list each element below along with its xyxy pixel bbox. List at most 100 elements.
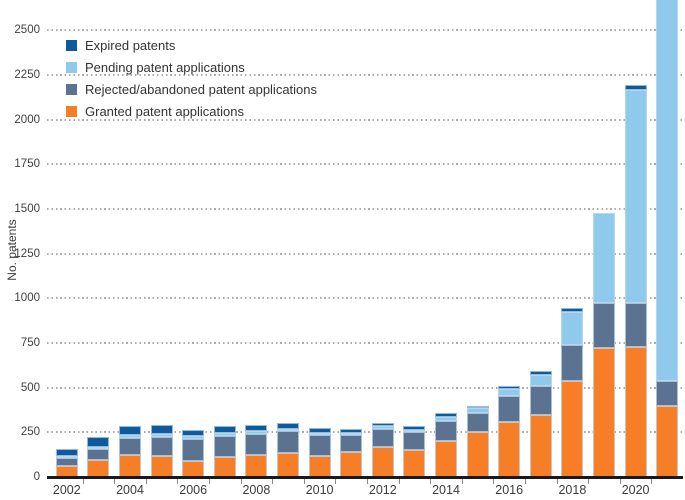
legend-label: Expired patents	[85, 38, 176, 53]
legend-label: Pending patent applications	[85, 60, 245, 75]
segment-2010-expired	[308, 428, 331, 434]
segment-2009-pending	[277, 428, 299, 432]
segment-2003-expired	[87, 436, 110, 447]
segment-2005-rejected/abandoned	[150, 436, 173, 456]
segment-2016-expired	[498, 385, 521, 389]
x-tick-mark	[209, 479, 210, 484]
x-axis-tick-labels: 2002 2004 2006 2008 2010 2012 2014 2016 2018 2020	[47, 483, 683, 499]
legend-label: Granted patent applications	[85, 104, 244, 119]
x-tick-label-2018: 2018	[558, 483, 587, 497]
x-tick-label-2002: 2002	[52, 483, 81, 497]
segment-2009-granted	[277, 452, 299, 477]
y-tick-label-2000: 2000	[14, 113, 40, 126]
gridline-y-250	[47, 431, 683, 434]
x-tick-mark	[82, 479, 84, 484]
segment-2010-rejected/abandoned	[308, 435, 331, 456]
segment-2018-granted	[561, 380, 584, 477]
y-tick-label-1500: 1500	[14, 203, 40, 216]
segment-2019-pending	[593, 212, 615, 303]
gridline-y-1750	[47, 163, 683, 166]
bar-2009	[277, 423, 299, 477]
legend-swatch-icon	[66, 84, 77, 95]
x-tick-label-2014: 2014	[432, 483, 460, 497]
segment-2011-rejected/abandoned	[340, 434, 363, 452]
x-axis-tick-marks	[47, 479, 683, 485]
segment-2019-granted	[593, 348, 615, 477]
bar-2013	[403, 425, 426, 477]
gridline-y-2250	[47, 74, 683, 77]
x-tick-label-2010: 2010	[305, 483, 334, 497]
segment-2016-granted	[498, 421, 521, 477]
segment-2021-granted	[656, 406, 679, 477]
x-tick-mark	[525, 479, 526, 484]
legend-label: Rejected/abandoned patent applications	[85, 82, 318, 97]
bar-2002	[55, 449, 78, 477]
segment-2005-granted	[150, 455, 173, 477]
segment-2004-granted	[119, 454, 141, 477]
bar-2017	[529, 370, 552, 477]
segment-2004-rejected/abandoned	[119, 437, 141, 455]
segment-2013-pending	[403, 429, 426, 433]
segment-2019-rejected/abandoned	[593, 302, 615, 349]
bar-2014	[435, 412, 457, 477]
x-tick-mark	[145, 479, 147, 484]
x-tick-label-2004: 2004	[116, 483, 144, 497]
segment-2003-pending	[87, 446, 110, 449]
segment-2007-rejected/abandoned	[213, 435, 236, 458]
segment-2012-expired	[371, 423, 394, 427]
segment-2018-pending	[561, 311, 584, 345]
segment-2018-rejected/abandoned	[561, 344, 584, 381]
bar-2004	[119, 426, 141, 477]
x-tick-mark	[335, 479, 337, 484]
segment-2012-granted	[371, 447, 394, 477]
segment-2012-pending	[371, 426, 394, 430]
bar-2010	[308, 428, 331, 477]
segment-2002-granted	[55, 466, 78, 477]
x-tick-mark	[430, 479, 432, 484]
x-tick-mark	[398, 479, 400, 484]
x-tick-label-2008: 2008	[242, 483, 271, 497]
bar-2006	[182, 429, 205, 477]
y-tick-label-0: 0	[33, 471, 40, 483]
x-axis-line	[47, 476, 683, 479]
x-tick-label-2006: 2006	[179, 483, 208, 497]
x-tick-mark	[461, 479, 463, 484]
x-tick-mark	[651, 479, 653, 484]
segment-2012-rejected/abandoned	[371, 429, 394, 447]
x-tick-label-2012: 2012	[368, 483, 397, 497]
segment-2020-expired	[624, 85, 647, 91]
segment-2017-pending	[529, 375, 552, 386]
plot-area	[47, 0, 683, 477]
x-tick-label-2020: 2020	[621, 483, 650, 497]
segment-2010-granted	[308, 455, 331, 477]
x-tick-label-2016: 2016	[495, 483, 524, 497]
segment-2021-rejected/abandoned	[656, 380, 679, 407]
bar-2011	[340, 429, 363, 477]
segment-2010-pending	[308, 433, 331, 436]
segment-2017-granted	[529, 415, 552, 477]
segment-2002-expired	[55, 449, 78, 457]
gridline-y-2000	[47, 118, 683, 121]
legend-swatch-icon	[66, 106, 77, 117]
y-tick-label-250: 250	[20, 426, 40, 439]
bar-2016	[498, 385, 521, 477]
segment-2011-pending	[340, 432, 363, 435]
segment-2020-granted	[624, 347, 647, 477]
segment-2013-rejected/abandoned	[403, 432, 426, 451]
bar-2021	[656, 0, 679, 477]
segment-2008-rejected/abandoned	[245, 434, 268, 456]
segment-2021-pending	[656, 0, 679, 381]
legend-item: Granted patent applications	[66, 103, 317, 120]
y-tick-label-1000: 1000	[14, 292, 40, 305]
y-axis-tick-labels: 0 250 500 750 1000 1250 1500 1750 2000 2250 2500	[0, 0, 40, 483]
segment-2013-granted	[403, 450, 426, 477]
y-tick-label-2250: 2250	[14, 69, 40, 82]
segment-2006-granted	[182, 460, 205, 477]
segment-2011-expired	[340, 429, 363, 433]
x-tick-mark	[272, 479, 274, 484]
segment-2006-rejected/abandoned	[182, 438, 205, 461]
segment-2006-pending	[182, 435, 205, 439]
gridline-y-500	[47, 386, 683, 389]
segment-2009-rejected/abandoned	[277, 431, 299, 453]
